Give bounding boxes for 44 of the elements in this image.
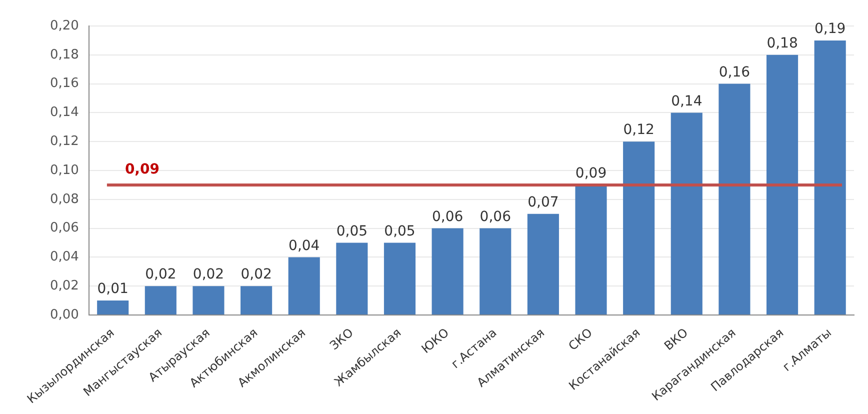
ref-line-label: 0,09 bbox=[124, 162, 160, 178]
data-label: 0,07 bbox=[528, 194, 559, 210]
data-label: 0,01 bbox=[97, 281, 128, 298]
bar bbox=[336, 242, 368, 315]
y-tick-label: 0,08 bbox=[50, 192, 79, 207]
data-label: 0,19 bbox=[814, 21, 846, 38]
y-tick-label: 0,00 bbox=[50, 307, 79, 322]
bar bbox=[144, 286, 176, 315]
y-tick-label: 0,16 bbox=[50, 76, 79, 92]
data-label: 0,05 bbox=[336, 223, 368, 240]
data-label: 0,12 bbox=[623, 122, 654, 138]
data-label: 0,02 bbox=[192, 266, 224, 283]
bar bbox=[623, 142, 655, 315]
bar bbox=[240, 286, 272, 315]
y-tick-label: 0,02 bbox=[50, 278, 79, 294]
bar bbox=[527, 214, 559, 315]
data-label: 0,05 bbox=[384, 223, 416, 240]
data-label: 0,18 bbox=[766, 36, 798, 52]
data-label: 0,06 bbox=[480, 208, 512, 225]
y-tick-label: 0,20 bbox=[50, 18, 79, 34]
data-label: 0,16 bbox=[718, 64, 750, 80]
data-label: 0,09 bbox=[575, 166, 607, 182]
data-label: 0,06 bbox=[432, 208, 464, 225]
bar bbox=[766, 54, 798, 315]
data-label: 0,02 bbox=[240, 266, 272, 283]
y-tick-label: 0,14 bbox=[50, 105, 79, 120]
bar bbox=[288, 257, 320, 315]
bar bbox=[384, 242, 416, 315]
bar bbox=[192, 286, 224, 315]
data-label: 0,02 bbox=[145, 266, 176, 283]
y-tick-label: 0,10 bbox=[50, 162, 79, 178]
y-tick-label: 0,04 bbox=[50, 250, 79, 265]
bar bbox=[670, 112, 702, 315]
bar bbox=[718, 84, 750, 315]
data-label: 0,14 bbox=[671, 93, 702, 110]
data-label: 0,04 bbox=[288, 238, 320, 254]
bar bbox=[575, 184, 607, 315]
bar bbox=[97, 300, 129, 315]
y-tick-label: 0,06 bbox=[50, 220, 79, 236]
y-tick-label: 0,18 bbox=[50, 47, 79, 62]
bar bbox=[432, 228, 464, 315]
bar bbox=[814, 40, 846, 315]
bar bbox=[480, 228, 512, 315]
y-tick-label: 0,12 bbox=[50, 134, 79, 149]
